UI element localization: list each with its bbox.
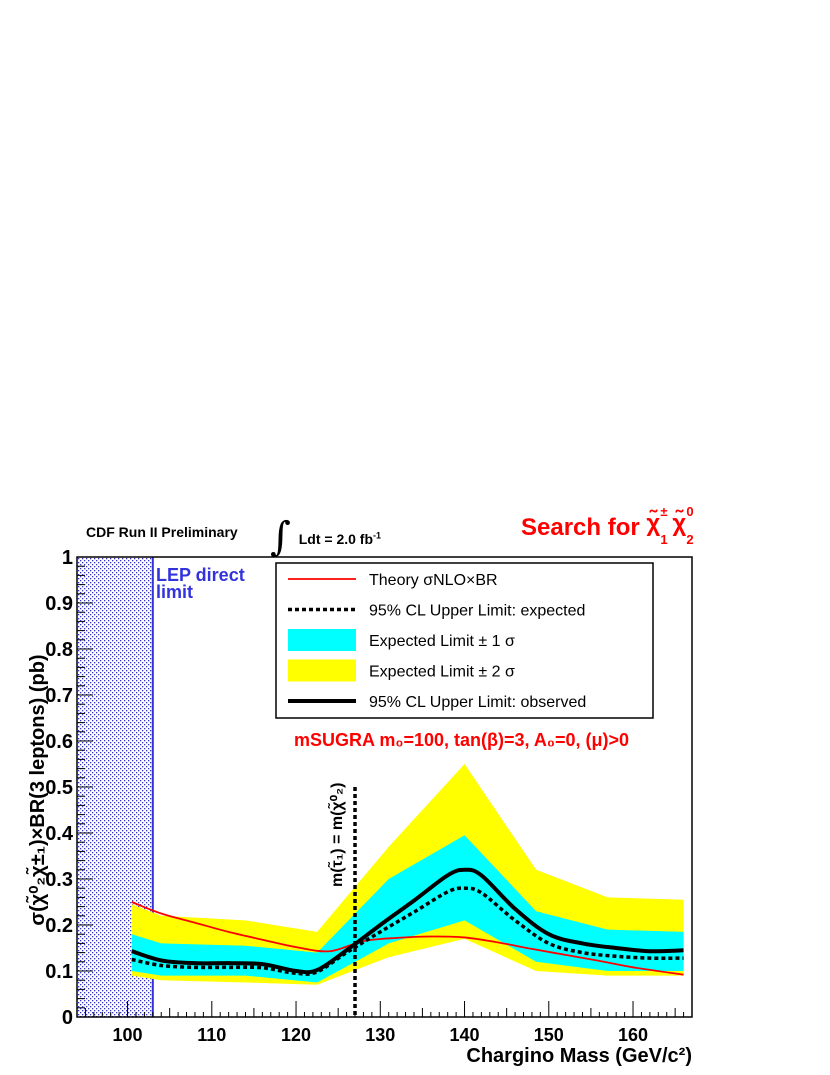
legend-swatch bbox=[288, 629, 356, 651]
y-tick-label: 0.8 bbox=[45, 639, 73, 661]
particle-chi2-sup: 0 bbox=[686, 504, 694, 519]
lep-label-line1: LEP direct bbox=[156, 565, 245, 585]
search-title: Search for χ̃ 1 ± χ̃ 2 0 bbox=[521, 504, 706, 547]
x-tick-label: 150 bbox=[534, 1025, 564, 1045]
legend-label: Theory σNLO×BR bbox=[369, 572, 498, 589]
marker-label: m(τ̃₁) = m(χ̃⁰₂) bbox=[326, 783, 346, 888]
legend-label: 95% CL Upper Limit: expected bbox=[369, 603, 585, 620]
x-tick-label: 160 bbox=[618, 1025, 648, 1045]
y-tick-label: 0.7 bbox=[45, 685, 73, 707]
integral-sign: ∫ bbox=[270, 514, 291, 560]
legend: Theory σNLO×BR 95% CL Upper Limit: expect… bbox=[275, 562, 654, 719]
y-tick-label: 0.3 bbox=[45, 869, 73, 891]
chart-text: Chargino Mass (GeV/c²) σ(χ̃⁰₂χ̃±₁)×BR(3 l… bbox=[25, 565, 692, 1067]
x-tick-label: 130 bbox=[365, 1025, 395, 1045]
axes-frame: 100 110 120 130 140 150 160 0 0.1 0.2 0.3 0.4 0.5 0.6… bbox=[45, 547, 693, 1045]
y-tick-label: 0.6 bbox=[45, 731, 73, 753]
legend-swatch bbox=[288, 659, 356, 682]
stau-neutralino-marker: m(τ̃₁) = m(χ̃⁰₂) bbox=[326, 783, 357, 1017]
x-tick-label: 140 bbox=[450, 1025, 480, 1045]
legend-label: 95% CL Upper Limit: observed bbox=[369, 694, 586, 711]
particle-chi1: χ̃ bbox=[646, 510, 661, 537]
theory-curve bbox=[131, 901, 684, 976]
limit-curves bbox=[131, 867, 684, 976]
observed-limit-curve bbox=[131, 867, 684, 975]
y-tick-label: 0.4 bbox=[45, 823, 74, 845]
particle-chi1-sub: 1 bbox=[660, 532, 668, 547]
legend-label: Expected Limit ± 1 σ bbox=[369, 633, 515, 650]
x-tick-label: 100 bbox=[113, 1025, 143, 1045]
y-tick-label: 0.2 bbox=[45, 915, 73, 937]
luminosity-text: Ldt = 2.0 fb bbox=[298, 531, 374, 547]
experiment-label: CDF Run II Preliminary bbox=[86, 524, 238, 540]
legend-label: Expected Limit ± 2 σ bbox=[369, 664, 515, 681]
luminosity-label: ∫ Ldt = 2.0 fb-1 bbox=[270, 508, 382, 560]
y-axis-title: σ(χ̃⁰₂χ̃±₁)×BR(3 leptons) (pb) bbox=[25, 654, 49, 925]
x-tick-label: 110 bbox=[197, 1025, 226, 1045]
luminosity-exponent: -1 bbox=[373, 530, 382, 541]
msugra-annotation: mSUGRA m₀=100, tan(β)=3, A₀=0, (μ)>0 bbox=[294, 730, 629, 750]
particle-chi1-sup: ± bbox=[660, 504, 668, 519]
particle-chi2: χ̃ bbox=[672, 510, 687, 537]
y-tick-label: 0.1 bbox=[45, 961, 73, 983]
band-1sigma bbox=[131, 835, 684, 983]
y-tick-label: 1 bbox=[62, 547, 73, 569]
search-title-particles: χ̃ 1 ± χ̃ 2 0 bbox=[646, 504, 706, 547]
y-tick-label: 0.5 bbox=[45, 777, 73, 799]
expected-limit-bands bbox=[131, 764, 684, 985]
x-tick-label: 120 bbox=[281, 1025, 311, 1045]
y-tick-label: 0.9 bbox=[45, 593, 73, 615]
particle-chi2-sub: 2 bbox=[686, 532, 694, 547]
x-axis-title: Chargino Mass (GeV/c²) bbox=[466, 1045, 692, 1067]
y-tick-label: 0 bbox=[62, 1007, 73, 1029]
lep-label-line2: limit bbox=[156, 582, 193, 602]
search-title-prefix: Search for bbox=[521, 514, 640, 541]
